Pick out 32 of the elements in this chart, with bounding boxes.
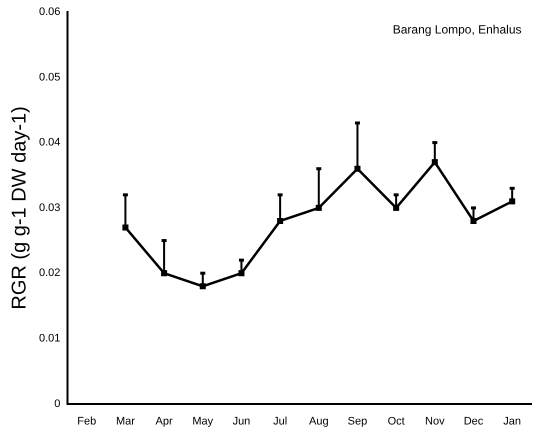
point [354, 166, 360, 172]
point [122, 224, 128, 231]
point [470, 218, 477, 224]
x-tick-label: Jan [503, 415, 522, 428]
x-tick-label: Mar [116, 415, 136, 428]
x-tick-label: Jun [232, 415, 250, 428]
x-tick-label: Sep [348, 415, 368, 428]
point [200, 283, 206, 290]
x-tick-label: May [192, 415, 214, 428]
point [238, 270, 244, 276]
point [316, 204, 322, 211]
point [277, 218, 284, 224]
x-tick-label: Nov [425, 415, 446, 428]
annotation: Barang Lompo, Enhalus [392, 22, 522, 36]
x-tick-label: Dec [464, 415, 484, 428]
point [432, 159, 438, 166]
y-tick-label: 0.01 [38, 332, 60, 345]
x-tick-label: Feb [77, 415, 96, 428]
x-tick-label: Oct [388, 415, 405, 428]
y-tick-label: 0.06 [38, 6, 60, 18]
point [161, 270, 168, 276]
y-tick-label: 0 [54, 398, 60, 410]
x-tick-label: Apr [156, 415, 173, 428]
y-tick-label: 0.02 [38, 267, 60, 280]
point [509, 198, 516, 204]
point [393, 204, 400, 211]
y-axis-title: RGR (g g-1 DW day-1) [8, 106, 31, 310]
x-tick-label: Aug [309, 415, 329, 428]
y-tick-label: 0.04 [38, 136, 60, 149]
y-tick-label: 0.05 [38, 71, 60, 84]
x-tick-label: Jul [273, 415, 288, 428]
y-tick-label: 0.03 [38, 202, 60, 214]
